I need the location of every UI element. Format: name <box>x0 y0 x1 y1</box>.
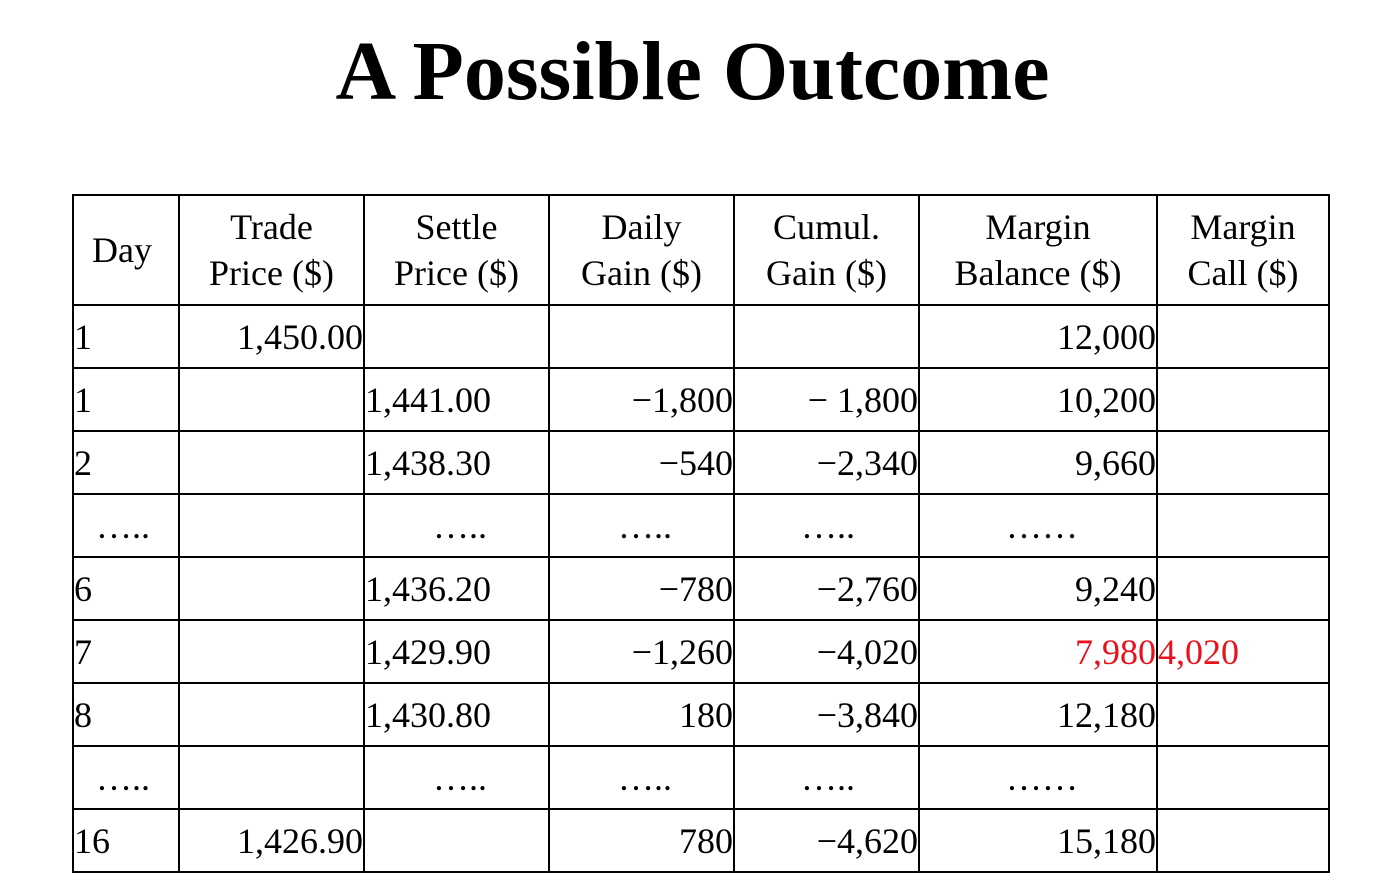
margin-call-cell <box>1156 367 1330 432</box>
daily-gain-cell <box>548 304 735 369</box>
daily-gain-cell: −780 <box>548 556 735 621</box>
trade-price-cell <box>178 745 365 810</box>
margin-balance-cell: 9,660 <box>918 430 1158 495</box>
settle-price-cell: ….. <box>363 493 550 558</box>
table-row-ellipsis: ….. ….. ….. ….. …… <box>72 493 1330 558</box>
day-cell: 1 <box>72 304 180 369</box>
table-row: 6 1,436.20 −780 −2,760 9,240 <box>72 556 1330 621</box>
cumul-gain-cell: −2,760 <box>733 556 920 621</box>
margin-call-cell <box>1156 682 1330 747</box>
daily-gain-cell: 780 <box>548 808 735 873</box>
margin-balance-cell: …… <box>918 745 1158 810</box>
margin-balance-cell: 10,200 <box>918 367 1158 432</box>
settle-price-cell <box>363 808 550 873</box>
cumul-gain-cell <box>733 304 920 369</box>
header-daily-gain: Daily Gain ($) <box>548 194 735 306</box>
settle-price-cell: 1,441.00 <box>363 367 550 432</box>
margin-balance-cell: 12,000 <box>918 304 1158 369</box>
header-day: Day <box>72 194 180 306</box>
day-cell: 6 <box>72 556 180 621</box>
trade-price-cell <box>178 682 365 747</box>
settle-price-cell: 1,436.20 <box>363 556 550 621</box>
daily-gain-cell: 180 <box>548 682 735 747</box>
cumul-gain-cell: −4,020 <box>733 619 920 684</box>
day-cell: ….. <box>72 745 180 810</box>
table-row: 16 1,426.90 780 −4,620 15,180 <box>72 808 1330 873</box>
header-margin-balance: Margin Balance ($) <box>918 194 1158 306</box>
margin-call-cell <box>1156 493 1330 558</box>
daily-gain-cell: ….. <box>548 745 735 810</box>
day-cell: 8 <box>72 682 180 747</box>
trade-price-cell <box>178 430 365 495</box>
margin-balance-cell: …… <box>918 493 1158 558</box>
daily-gain-cell: −540 <box>548 430 735 495</box>
margin-call-cell <box>1156 430 1330 495</box>
margin-call-cell <box>1156 745 1330 810</box>
settle-price-cell: 1,438.30 <box>363 430 550 495</box>
daily-gain-cell: −1,260 <box>548 619 735 684</box>
cumul-gain-cell: −3,840 <box>733 682 920 747</box>
trade-price-cell <box>178 493 365 558</box>
settle-price-cell: 1,429.90 <box>363 619 550 684</box>
margin-call-cell <box>1156 304 1330 369</box>
table-header-row: Day Trade Price ($) Settle Price ($) Dai… <box>72 194 1330 306</box>
cumul-gain-cell: ….. <box>733 493 920 558</box>
settle-price-cell: ….. <box>363 745 550 810</box>
table-row-margin-call: 7 1,429.90 −1,260 −4,020 7,980 4,020 <box>72 619 1330 684</box>
settle-price-cell <box>363 304 550 369</box>
margin-call-cell-highlight: 4,020 <box>1156 619 1330 684</box>
table-row: 1 1,450.00 12,000 <box>72 304 1330 369</box>
daily-gain-cell: ….. <box>548 493 735 558</box>
trade-price-cell: 1,450.00 <box>178 304 365 369</box>
day-cell: 2 <box>72 430 180 495</box>
trade-price-cell <box>178 556 365 621</box>
trade-price-cell <box>178 619 365 684</box>
page-title: A Possible Outcome <box>335 25 1050 118</box>
day-cell: 1 <box>72 367 180 432</box>
header-trade-price: Trade Price ($) <box>178 194 365 306</box>
margin-balance-cell: 15,180 <box>918 808 1158 873</box>
header-margin-call: Margin Call ($) <box>1156 194 1330 306</box>
table-row: 1 1,441.00 −1,800 − 1,800 10,200 <box>72 367 1330 432</box>
settle-price-cell: 1,430.80 <box>363 682 550 747</box>
margin-balance-cell-highlight: 7,980 <box>918 619 1158 684</box>
day-cell: 7 <box>72 619 180 684</box>
margin-outcome-table: Day Trade Price ($) Settle Price ($) Dai… <box>72 194 1330 873</box>
margin-call-cell <box>1156 556 1330 621</box>
trade-price-cell: 1,426.90 <box>178 808 365 873</box>
cumul-gain-cell: −4,620 <box>733 808 920 873</box>
cumul-gain-cell: ….. <box>733 745 920 810</box>
margin-call-cell <box>1156 808 1330 873</box>
daily-gain-cell: −1,800 <box>548 367 735 432</box>
trade-price-cell <box>178 367 365 432</box>
margin-balance-cell: 12,180 <box>918 682 1158 747</box>
cumul-gain-cell: − 1,800 <box>733 367 920 432</box>
cumul-gain-cell: −2,340 <box>733 430 920 495</box>
day-cell: ….. <box>72 493 180 558</box>
table-row: 2 1,438.30 −540 −2,340 9,660 <box>72 430 1330 495</box>
table-row-ellipsis: ….. ….. ….. ….. …… <box>72 745 1330 810</box>
day-cell: 16 <box>72 808 180 873</box>
header-cumul-gain: Cumul. Gain ($) <box>733 194 920 306</box>
table-row: 8 1,430.80 180 −3,840 12,180 <box>72 682 1330 747</box>
header-settle-price: Settle Price ($) <box>363 194 550 306</box>
margin-balance-cell: 9,240 <box>918 556 1158 621</box>
